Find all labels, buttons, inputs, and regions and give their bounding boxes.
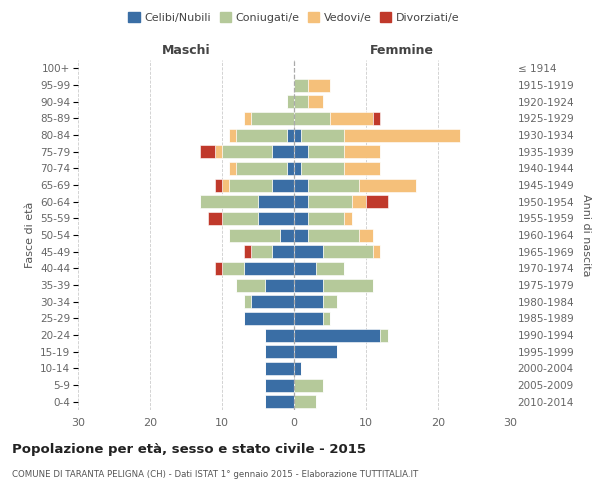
Bar bbox=[308, 178, 359, 192]
Text: Maschi: Maschi bbox=[161, 44, 211, 57]
Bar bbox=[308, 95, 323, 108]
Bar bbox=[308, 228, 359, 241]
Bar bbox=[352, 195, 366, 208]
Bar bbox=[373, 112, 380, 125]
Bar bbox=[294, 212, 308, 225]
Bar bbox=[359, 228, 373, 241]
Bar bbox=[251, 112, 294, 125]
Bar bbox=[258, 212, 294, 225]
Bar bbox=[359, 178, 416, 192]
Bar bbox=[373, 245, 380, 258]
Bar bbox=[265, 362, 294, 375]
Bar bbox=[323, 278, 373, 291]
Bar bbox=[294, 128, 301, 141]
Bar bbox=[222, 145, 272, 158]
Bar bbox=[215, 145, 222, 158]
Bar bbox=[229, 178, 272, 192]
Bar bbox=[229, 228, 280, 241]
Text: COMUNE DI TARANTA PELIGNA (CH) - Dati ISTAT 1° gennaio 2015 - Elaborazione TUTTI: COMUNE DI TARANTA PELIGNA (CH) - Dati IS… bbox=[12, 470, 418, 479]
Bar bbox=[294, 395, 316, 408]
Bar bbox=[265, 395, 294, 408]
Bar bbox=[265, 378, 294, 392]
Bar bbox=[272, 145, 294, 158]
Bar bbox=[208, 212, 222, 225]
Bar bbox=[265, 328, 294, 342]
Bar bbox=[380, 328, 388, 342]
Bar bbox=[258, 195, 294, 208]
Bar bbox=[294, 312, 323, 325]
Bar bbox=[236, 128, 287, 141]
Bar bbox=[236, 278, 265, 291]
Bar bbox=[251, 295, 294, 308]
Bar bbox=[344, 145, 380, 158]
Bar bbox=[294, 95, 308, 108]
Bar bbox=[344, 162, 380, 175]
Bar bbox=[236, 162, 287, 175]
Bar bbox=[222, 212, 258, 225]
Y-axis label: Anni di nascita: Anni di nascita bbox=[581, 194, 591, 276]
Bar bbox=[287, 162, 294, 175]
Bar bbox=[366, 195, 388, 208]
Bar bbox=[308, 212, 344, 225]
Bar bbox=[294, 378, 323, 392]
Bar bbox=[251, 245, 272, 258]
Bar bbox=[294, 278, 323, 291]
Bar bbox=[294, 262, 316, 275]
Bar bbox=[294, 295, 323, 308]
Bar bbox=[308, 78, 330, 92]
Legend: Celibi/Nubili, Coniugati/e, Vedovi/e, Divorziati/e: Celibi/Nubili, Coniugati/e, Vedovi/e, Di… bbox=[124, 8, 464, 28]
Bar bbox=[344, 212, 352, 225]
Bar bbox=[280, 228, 294, 241]
Bar bbox=[215, 262, 222, 275]
Y-axis label: Fasce di età: Fasce di età bbox=[25, 202, 35, 268]
Bar bbox=[222, 178, 229, 192]
Bar bbox=[287, 95, 294, 108]
Bar bbox=[272, 178, 294, 192]
Bar bbox=[229, 128, 236, 141]
Bar bbox=[294, 195, 308, 208]
Bar bbox=[294, 328, 380, 342]
Bar bbox=[294, 245, 323, 258]
Bar bbox=[308, 145, 344, 158]
Bar bbox=[294, 345, 337, 358]
Bar bbox=[215, 178, 222, 192]
Bar bbox=[222, 262, 244, 275]
Bar bbox=[294, 112, 330, 125]
Bar bbox=[294, 178, 308, 192]
Bar bbox=[294, 78, 308, 92]
Bar bbox=[200, 145, 215, 158]
Bar bbox=[244, 112, 251, 125]
Bar bbox=[294, 145, 308, 158]
Bar bbox=[323, 245, 373, 258]
Bar bbox=[265, 278, 294, 291]
Bar bbox=[294, 362, 301, 375]
Bar bbox=[323, 312, 330, 325]
Bar bbox=[294, 162, 301, 175]
Bar bbox=[344, 128, 460, 141]
Bar bbox=[316, 262, 344, 275]
Bar bbox=[265, 345, 294, 358]
Bar bbox=[301, 162, 344, 175]
Bar bbox=[244, 245, 251, 258]
Bar bbox=[229, 162, 236, 175]
Bar bbox=[301, 128, 344, 141]
Bar bbox=[287, 128, 294, 141]
Bar bbox=[308, 195, 352, 208]
Bar bbox=[244, 262, 294, 275]
Bar bbox=[244, 295, 251, 308]
Bar bbox=[330, 112, 373, 125]
Bar bbox=[200, 195, 258, 208]
Text: Popolazione per età, sesso e stato civile - 2015: Popolazione per età, sesso e stato civil… bbox=[12, 442, 366, 456]
Bar bbox=[244, 312, 294, 325]
Bar bbox=[272, 245, 294, 258]
Bar bbox=[294, 228, 308, 241]
Text: Femmine: Femmine bbox=[370, 44, 434, 57]
Bar bbox=[323, 295, 337, 308]
